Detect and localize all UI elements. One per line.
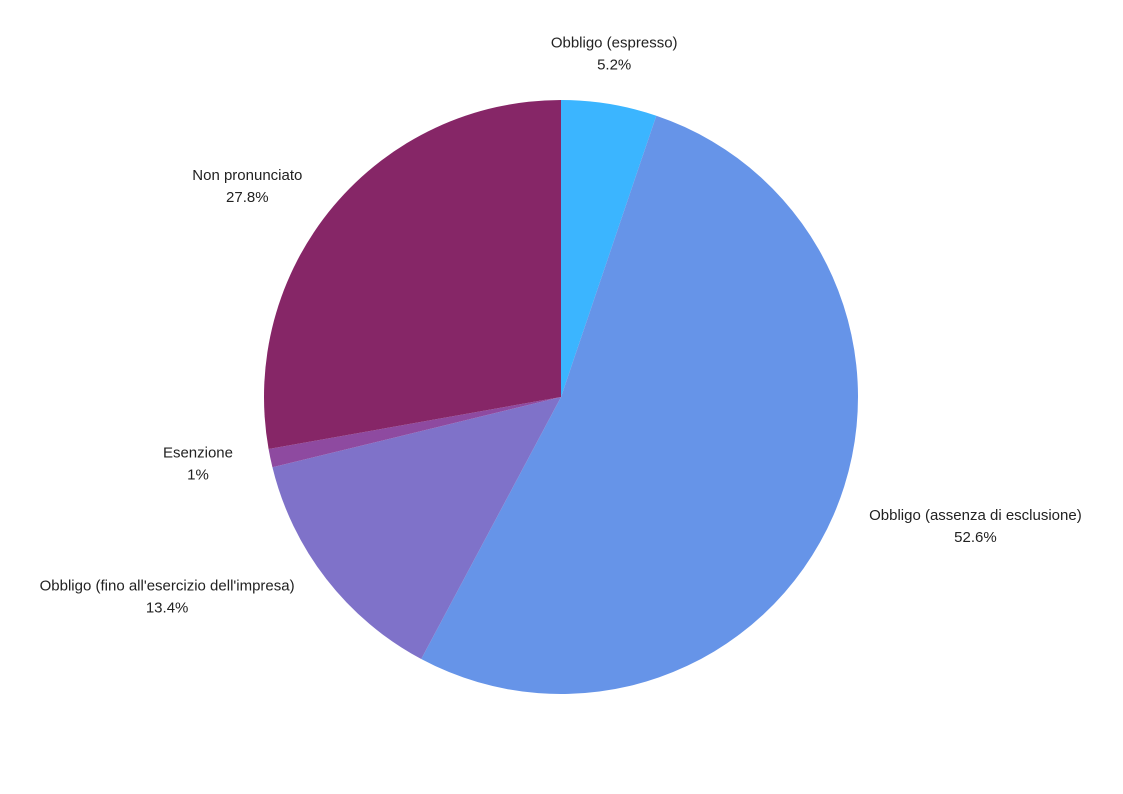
slice-value-label: 5.2% — [597, 56, 631, 73]
slice-value-label: 1% — [187, 466, 209, 483]
pie-slice — [561, 100, 657, 397]
pie-slice — [421, 115, 858, 694]
slice-label: Non pronunciato — [192, 167, 302, 184]
slice-label: Obbligo (fino all'esercizio dell'impresa… — [40, 577, 295, 594]
slice-label: Obbligo (espresso) — [551, 34, 678, 51]
slice-label: Esenzione — [163, 444, 233, 461]
pie-slice — [263, 100, 561, 449]
pie-slice — [268, 397, 561, 468]
pie-slice — [272, 397, 561, 660]
slice-value-label: 27.8% — [226, 189, 269, 206]
slice-value-label: 52.6% — [954, 529, 997, 546]
slice-value-label: 13.4% — [146, 599, 189, 616]
slice-label: Obbligo (assenza di esclusione) — [869, 507, 1082, 524]
